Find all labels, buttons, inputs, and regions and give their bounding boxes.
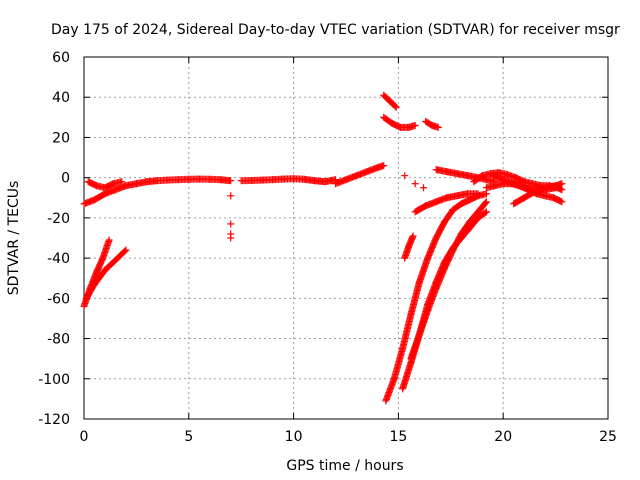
- data-points: [80, 91, 566, 405]
- grid: [84, 57, 608, 419]
- data-point-right-cluster-1: [558, 186, 566, 194]
- data-point-dots-15: [401, 172, 409, 180]
- data-point-steep-left-1: [105, 236, 113, 244]
- y-tick-label: -20: [47, 211, 70, 227]
- x-tick-label: 10: [285, 429, 303, 445]
- data-point-isolated-7: [227, 234, 235, 242]
- axis-ticks: [83, 56, 609, 420]
- x-tick-label: 20: [494, 429, 512, 445]
- data-point-high-arc: [391, 102, 399, 110]
- data-point-main-trace: [227, 177, 235, 185]
- y-tick-label: -100: [38, 372, 70, 388]
- y-tick-label: 60: [52, 50, 70, 66]
- y-tick-label: -40: [47, 251, 70, 267]
- data-point-plunge-3: [482, 198, 490, 206]
- data-point-steep-left-2: [121, 247, 129, 255]
- data-point-right-cluster-4: [552, 184, 560, 192]
- y-tick-label: -60: [47, 291, 70, 307]
- data-point-high-arc: [392, 103, 400, 111]
- y-tick-label: 40: [52, 90, 70, 106]
- data-point-rise-to-14: [380, 162, 388, 170]
- axis-tick-labels: 0 5 10 15 20 25 -120 -100 -80 -60 -40 -20 0 20 40 60: [38, 50, 617, 445]
- data-point-isolated-7: [227, 192, 235, 200]
- y-tick-label: 0: [61, 171, 70, 187]
- data-point-isolated-7: [227, 220, 235, 228]
- y-tick-label: -120: [38, 412, 70, 428]
- data-point-mid-arc: [411, 121, 419, 129]
- chart-title: Day 175 of 2024, Sidereal Day-to-day VTE…: [51, 22, 620, 38]
- x-axis-label: GPS time / hours: [286, 458, 403, 474]
- data-point-dots-15: [411, 180, 419, 188]
- data-point-plunge-2: [481, 209, 489, 217]
- y-tick-label: 20: [52, 130, 70, 146]
- data-point-mid-arc-2: [434, 123, 442, 131]
- x-tick-label: 25: [599, 429, 617, 445]
- data-point-short-16: [474, 190, 482, 198]
- x-tick-label: 5: [184, 429, 193, 445]
- data-point-right-cluster-3: [558, 180, 566, 188]
- data-point-plunge-3: [482, 199, 490, 207]
- data-point-plunge-2: [482, 208, 490, 216]
- data-point-short-15: [409, 232, 417, 240]
- x-tick-label: 15: [389, 429, 407, 445]
- data-point-trace-upper-start: [118, 178, 126, 186]
- data-point-plunge-1: [482, 190, 490, 198]
- y-axis-label: SDTVAR / TECUs: [6, 181, 22, 296]
- x-tick-label: 0: [80, 429, 89, 445]
- plot-frame: [83, 56, 609, 420]
- y-tick-label: -80: [47, 332, 70, 348]
- data-point-dots-15: [420, 184, 428, 192]
- data-point-steep-left-2: [122, 246, 130, 254]
- data-point-right-cluster-2: [558, 198, 566, 206]
